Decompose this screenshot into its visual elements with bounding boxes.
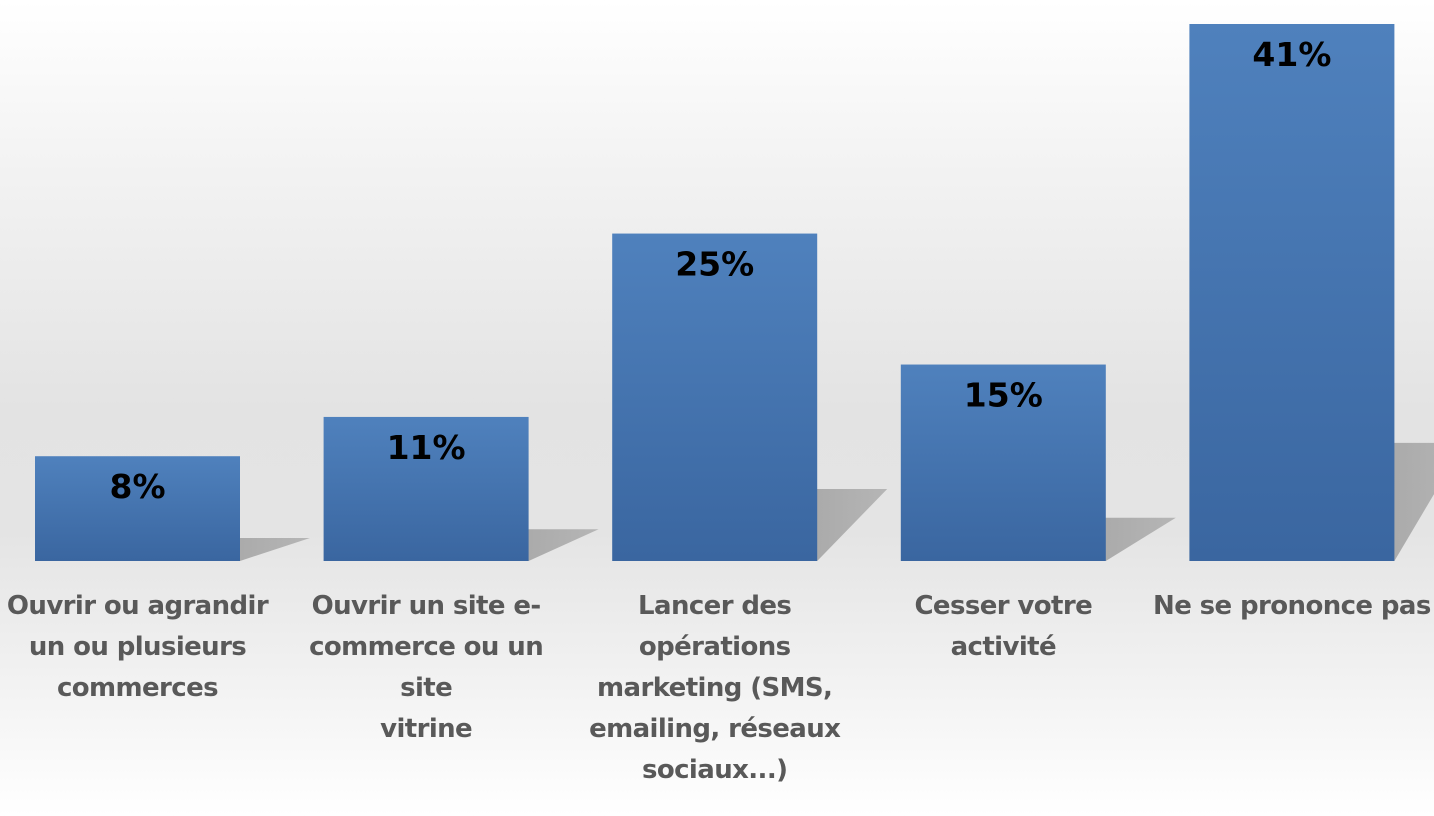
bar-shadows — [230, 442, 1434, 561]
category-label-line: vitrine — [380, 714, 473, 744]
category-label-line: emailing, réseaux — [589, 714, 841, 744]
category-label-line: marketing (SMS, — [597, 673, 833, 703]
category-label-line: sociaux...) — [641, 755, 788, 785]
data-label: 15% — [964, 376, 1043, 415]
category-label-line: Cesser votre activité — [914, 591, 1093, 662]
bar — [612, 233, 818, 561]
bar — [35, 456, 240, 561]
category-label: Lancer des opérations marketing (SMS, email… — [570, 586, 860, 791]
data-label: 41% — [1252, 35, 1331, 74]
category-label-line: Ne se prononce pas — [1153, 591, 1431, 621]
category-label-line: Lancer des — [638, 591, 792, 621]
data-label: 8% — [109, 467, 165, 506]
bar-shadow — [1384, 442, 1434, 561]
bar — [900, 364, 1106, 561]
bar-shadow — [230, 537, 310, 561]
category-label: Cesser votre activité — [858, 586, 1148, 668]
category-label-line: Ouvrir un site e- — [311, 591, 542, 621]
bar-shadow — [1095, 517, 1176, 561]
category-label: Ouvrir ou agrandir un ou plusieurs commerc… — [0, 586, 283, 709]
category-label-line: opérations — [638, 632, 791, 662]
data-labels: 8% 11% 25% 15% 41% — [109, 35, 1331, 506]
bar-shadow — [518, 529, 599, 561]
category-label-line: Ouvrir ou agrandir — [6, 591, 269, 621]
bar-shadow — [807, 488, 888, 561]
category-label: Ouvrir un site e-commerce ou un site vitr… — [281, 586, 571, 750]
category-label-line: commerce ou un site — [309, 632, 544, 703]
bar — [1189, 24, 1395, 561]
data-label: 25% — [675, 245, 754, 284]
category-label-line: commerces — [56, 673, 219, 703]
bars — [35, 24, 1395, 561]
category-label-line: un ou plusieurs — [28, 632, 247, 662]
data-label: 11% — [387, 428, 466, 467]
category-label: Ne se prononce pas — [1147, 586, 1434, 627]
bar — [323, 416, 529, 561]
